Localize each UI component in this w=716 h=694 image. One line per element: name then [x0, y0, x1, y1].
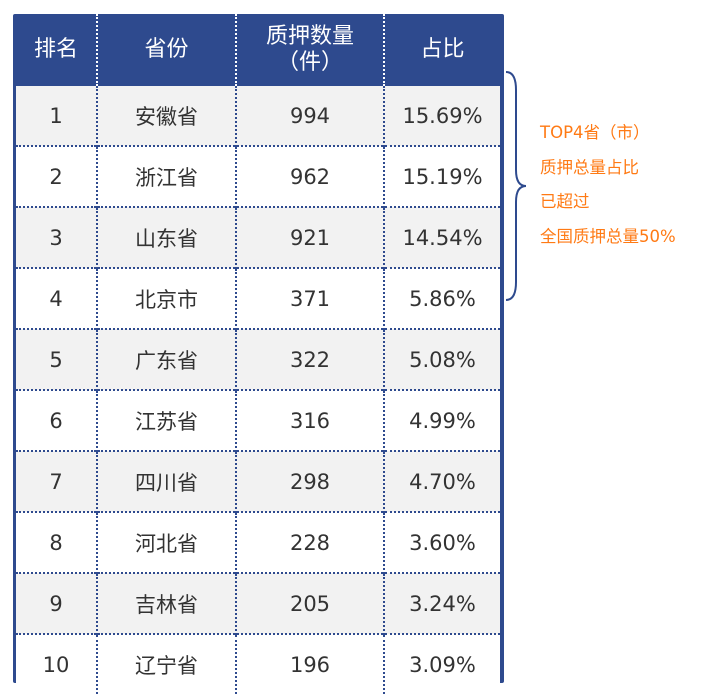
cell-province: 江苏省 [96, 389, 236, 451]
cell-count: 316 [235, 389, 384, 451]
ranking-table: 排名 省份 质押数量（件） 占比 1 安徽省 994 15.69% 2 浙江省 962 15.… [13, 14, 504, 694]
cell-count: 322 [235, 328, 384, 390]
cell-rank: 8 [16, 511, 97, 573]
cell-rank: 10 [16, 633, 97, 694]
annotation: TOP4省（市） 质押总量占比 已超过 全国质押总量50% [540, 116, 676, 254]
table-row: 8 河北省 228 3.60% [16, 511, 500, 573]
cell-share: 4.70% [383, 450, 500, 512]
cell-rank: 6 [16, 389, 97, 451]
header-count: 质押数量（件） [235, 14, 384, 86]
cell-share: 5.08% [383, 328, 500, 390]
cell-rank: 9 [16, 572, 97, 634]
cell-share: 5.86% [383, 267, 500, 329]
cell-count: 298 [235, 450, 384, 512]
header-share: 占比 [383, 14, 500, 86]
table-row: 2 浙江省 962 15.19% [16, 145, 500, 207]
table-row: 9 吉林省 205 3.24% [16, 572, 500, 634]
cell-share: 3.09% [383, 633, 500, 694]
header-row: 排名 省份 质押数量（件） 占比 [16, 14, 500, 86]
cell-count: 994 [235, 86, 384, 146]
table-row: 6 江苏省 316 4.99% [16, 389, 500, 451]
cell-count: 205 [235, 572, 384, 634]
cell-share: 3.60% [383, 511, 500, 573]
brace-icon [505, 71, 527, 301]
cell-count: 196 [235, 633, 384, 694]
annotation-line: 质押总量占比 [540, 157, 639, 177]
table-row: 1 安徽省 994 15.69% [16, 86, 500, 146]
cell-share: 15.19% [383, 145, 500, 207]
cell-share: 3.24% [383, 572, 500, 634]
cell-rank: 7 [16, 450, 97, 512]
cell-province: 北京市 [96, 267, 236, 329]
cell-province: 山东省 [96, 206, 236, 268]
table-row: 5 广东省 322 5.08% [16, 328, 500, 390]
cell-province: 四川省 [96, 450, 236, 512]
cell-rank: 5 [16, 328, 97, 390]
cell-province: 吉林省 [96, 572, 236, 634]
header-count-label: 质押数量（件） [265, 24, 354, 75]
cell-rank: 2 [16, 145, 97, 207]
cell-province: 浙江省 [96, 145, 236, 207]
cell-count: 962 [235, 145, 384, 207]
table-row: 7 四川省 298 4.70% [16, 450, 500, 512]
annotation-line: 全国质押总量50% [540, 226, 676, 246]
cell-share: 15.69% [383, 86, 500, 146]
header-province: 省份 [96, 14, 236, 86]
annotation-line: 已超过 [540, 192, 590, 211]
cell-province: 广东省 [96, 328, 236, 390]
cell-rank: 1 [16, 86, 97, 146]
table-row: 4 北京市 371 5.86% [16, 267, 500, 329]
cell-province: 安徽省 [96, 86, 236, 146]
cell-count: 228 [235, 511, 384, 573]
cell-rank: 3 [16, 206, 97, 268]
cell-share: 14.54% [383, 206, 500, 268]
table-row: 10 辽宁省 196 3.09% [16, 633, 500, 694]
cell-share: 4.99% [383, 389, 500, 451]
table-row: 3 山东省 921 14.54% [16, 206, 500, 268]
header-rank: 排名 [16, 14, 97, 86]
cell-count: 921 [235, 206, 384, 268]
cell-province: 辽宁省 [96, 633, 236, 694]
cell-province: 河北省 [96, 511, 236, 573]
cell-rank: 4 [16, 267, 97, 329]
annotation-line: TOP4省（市） [540, 123, 650, 142]
cell-count: 371 [235, 267, 384, 329]
